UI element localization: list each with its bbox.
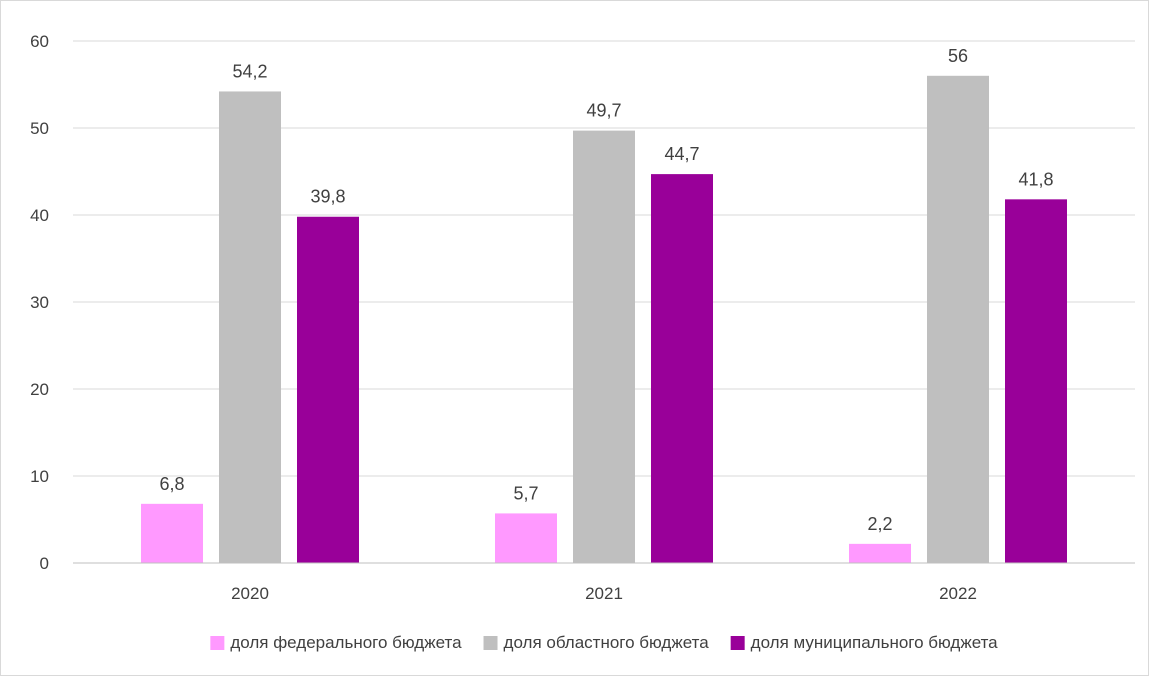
y-tick-label: 10 [30,467,49,486]
legend-swatch [210,636,225,650]
data-label: 41,8 [1018,169,1053,189]
legend: доля федерального бюджета доля областного… [210,633,998,652]
data-labels: 6,8 54,2 39,8 5,7 49,7 44,7 2,2 56 41,8 [159,46,1053,534]
y-tick-label: 30 [30,293,49,312]
legend-item: доля муниципального бюджета [730,633,999,652]
bar [927,75,989,564]
data-label: 2,2 [867,514,892,534]
bar [651,174,713,564]
bar [573,130,635,564]
y-tick-label: 20 [30,380,49,399]
legend-swatch [730,636,745,650]
data-label: 56 [948,46,968,66]
legend-label: доля областного бюджета [504,633,710,652]
data-label: 49,7 [586,101,621,121]
y-tick-label: 40 [30,206,49,225]
data-label: 44,7 [664,144,699,164]
bar [141,503,203,563]
y-tick-label: 0 [40,554,49,573]
bar [297,216,359,564]
x-tick-label: 2022 [939,584,977,603]
y-tick-label: 50 [30,119,49,138]
legend-swatch [483,636,498,650]
x-tick-label: 2021 [585,584,623,603]
bar [219,91,281,564]
data-label: 54,2 [232,61,267,81]
legend-item: доля областного бюджета [483,633,710,652]
legend-label: доля муниципального бюджета [751,633,999,652]
bar [495,513,557,563]
bars [141,75,1067,564]
data-label: 39,8 [310,187,345,207]
legend-item: доля федерального бюджета [210,633,462,652]
bar [1005,199,1067,563]
bar [849,543,911,563]
data-label: 6,8 [159,474,184,494]
data-label: 5,7 [513,483,538,503]
y-axis-ticks: 0 10 20 30 40 50 60 [30,32,49,573]
x-tick-label: 2020 [231,584,269,603]
legend-label: доля федерального бюджета [230,633,462,652]
y-tick-label: 60 [30,32,49,51]
x-axis-ticks: 2020 2021 2022 [231,584,977,603]
